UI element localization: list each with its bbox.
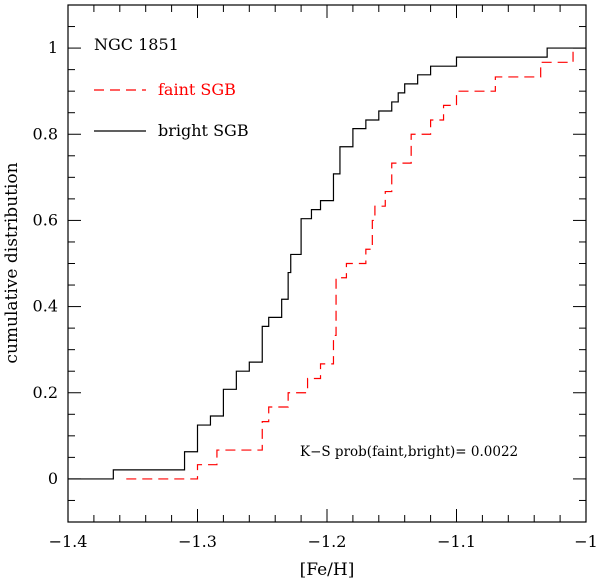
series-group: [68, 47, 586, 480]
y-tick-label: 0: [48, 469, 58, 488]
ks-annotation: K−S prob(faint,bright)= 0.0022: [300, 444, 518, 460]
y-tick-label: 0.6: [33, 210, 58, 229]
x-tick-label: −1.3: [178, 532, 217, 551]
y-tick-label: 0.2: [33, 383, 58, 402]
x-tick-label: −1.4: [49, 532, 88, 551]
y-tick-label: 0.4: [33, 297, 58, 316]
plot-frame: [67, 4, 587, 523]
y-axis-label: cumulative distribution: [2, 162, 22, 363]
y-tick-label: 0.8: [33, 124, 58, 143]
legend-bright-label: bright SGB: [158, 121, 249, 140]
series-line-faint-sgb: [126, 48, 574, 480]
x-tick-label: −1.1: [437, 532, 476, 551]
series-line-bright-sgb: [68, 47, 586, 480]
x-axis-label: [Fe/H]: [300, 560, 355, 580]
x-tick-label: −1.2: [308, 532, 347, 551]
chart-title: NGC 1851: [94, 35, 179, 54]
legend-faint-label: faint SGB: [158, 80, 236, 99]
y-tick-label: 1: [48, 38, 58, 57]
x-tick-label: −1: [574, 532, 598, 551]
